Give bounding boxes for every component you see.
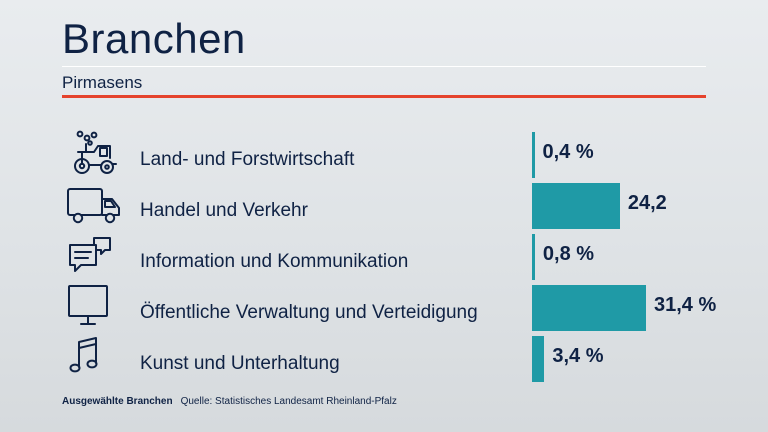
bar	[532, 285, 646, 331]
bar-row-information-und-kommunikation: Information und Kommunikation 0,8 %	[0, 232, 768, 280]
chat-bubbles-icon	[64, 232, 124, 278]
category-label: Land- und Forstwirtschaft	[140, 149, 355, 170]
data-label: 3,4 %	[552, 345, 604, 367]
bar	[532, 183, 620, 229]
data-label: 31,4 %	[654, 294, 717, 316]
music-note-icon	[64, 334, 124, 380]
data-label: 24,2	[627, 192, 667, 214]
category-label: Kunst und Unterhaltung	[140, 353, 340, 374]
chart-subtitle: Pirmasens	[62, 73, 143, 92]
source-note: Quelle: Statistisches Landesamt Rheinlan…	[180, 396, 397, 407]
title-divider	[62, 66, 706, 67]
footer-label: Ausgewählte Branchen	[62, 396, 173, 407]
truck-icon	[64, 181, 124, 227]
bar-row-handel-und-verkehr: Handel und Verkehr 24,2	[0, 181, 768, 229]
bar-row-kunst-und-unterhaltung: Kunst und Unterhaltung 3,4 %	[0, 334, 768, 382]
tractor-icon	[64, 130, 124, 176]
bar-row-öffentliche-verwaltung-und-verteidigung: Öffentliche Verwaltung und Verteidigung 3…	[0, 283, 768, 331]
monitor-icon	[64, 283, 124, 329]
category-label: Handel und Verkehr	[140, 200, 308, 221]
bar	[532, 132, 535, 178]
accent-rule	[62, 95, 706, 98]
chart-title: Branchen	[62, 15, 246, 62]
bar	[532, 234, 535, 280]
data-label: 0,8 %	[542, 243, 595, 265]
bar-row-land-und-forstwirtschaft: Land- und Forstwirtschaft 0,4 %	[0, 130, 768, 178]
footer: Ausgewählte Branchen Quelle: Statistische…	[62, 396, 397, 407]
category-label: Öffentliche Verwaltung und Verteidigung	[140, 302, 478, 323]
data-label: 0,4 %	[542, 141, 594, 163]
bar	[532, 336, 545, 382]
category-label: Information und Kommunikation	[140, 251, 409, 272]
